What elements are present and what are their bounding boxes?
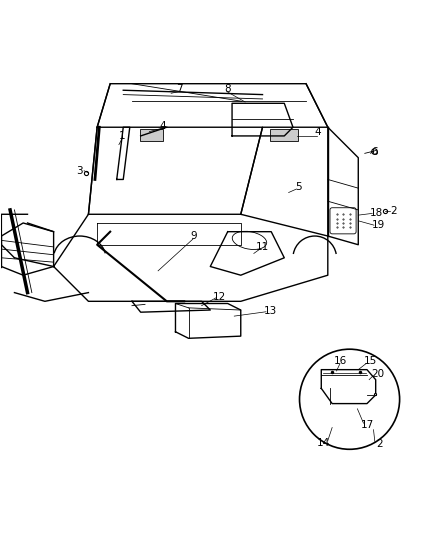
Text: 16: 16 (334, 357, 347, 366)
Text: 1: 1 (119, 131, 126, 141)
Text: 14: 14 (317, 438, 330, 448)
FancyBboxPatch shape (270, 128, 298, 141)
Text: 20: 20 (371, 369, 385, 379)
FancyBboxPatch shape (140, 128, 163, 141)
Text: 19: 19 (372, 220, 385, 230)
Text: 17: 17 (361, 421, 374, 430)
Text: 2: 2 (376, 439, 382, 449)
Text: 9: 9 (191, 231, 197, 241)
Text: 4: 4 (159, 122, 166, 131)
Text: 8: 8 (224, 84, 231, 94)
Text: 3: 3 (76, 166, 83, 176)
Text: 4: 4 (315, 127, 321, 138)
Text: 2: 2 (390, 206, 396, 216)
Text: 11: 11 (256, 242, 269, 252)
Text: 15: 15 (364, 357, 377, 366)
Text: 6: 6 (371, 148, 378, 157)
Text: 13: 13 (264, 306, 277, 316)
Text: 7: 7 (176, 84, 182, 94)
Text: 18: 18 (370, 208, 383, 219)
Text: 5: 5 (295, 182, 301, 192)
Text: 12: 12 (213, 292, 226, 302)
